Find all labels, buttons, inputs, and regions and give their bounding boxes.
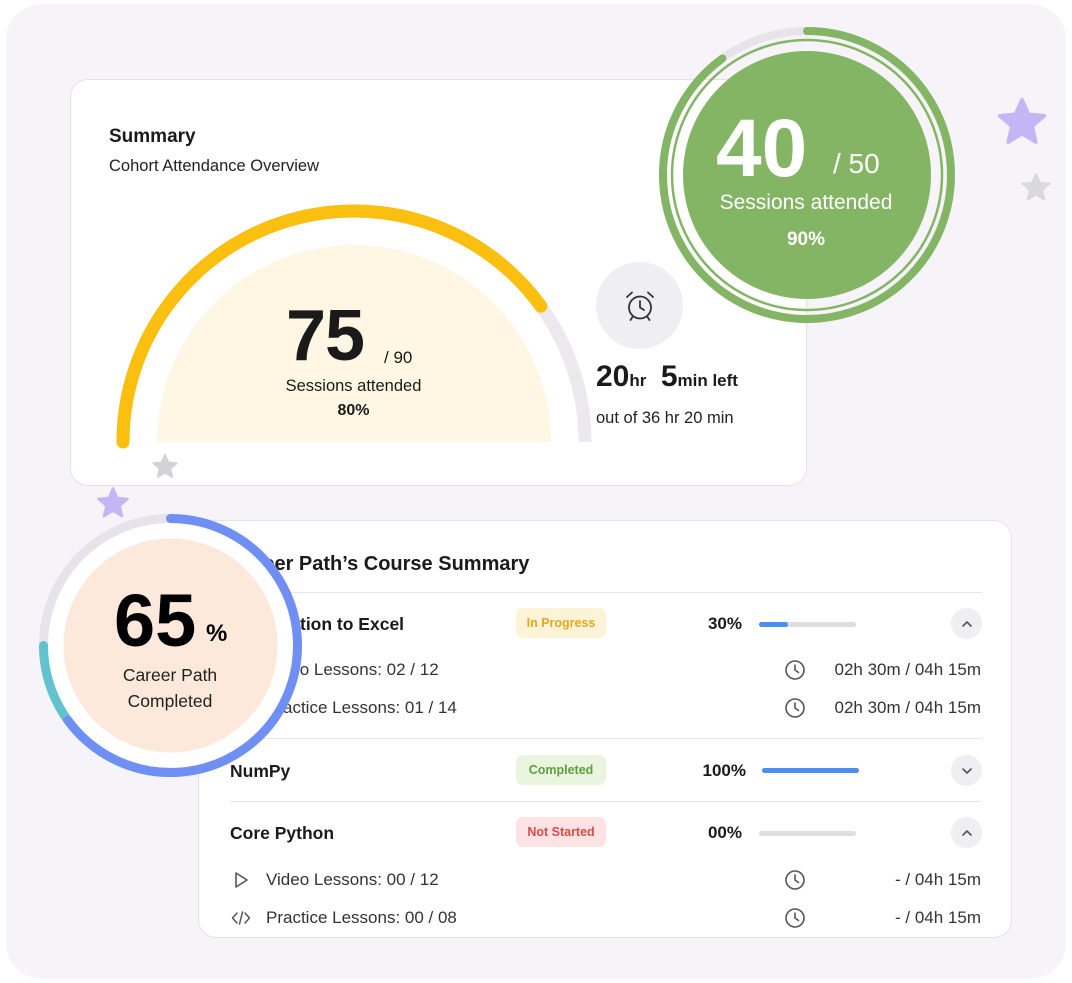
time-out-of: out of 36 hr 20 min <box>596 409 734 427</box>
career-path-label-line2: Completed <box>127 691 213 711</box>
clock-icon <box>785 698 805 718</box>
gauge-progress <box>116 204 548 449</box>
chevron-up-icon <box>961 620 972 627</box>
lesson-time: 02h 30m / 04h 15m <box>834 660 981 679</box>
progress-bar-fill <box>759 622 789 627</box>
badge-sessions-value: 40 <box>716 103 808 194</box>
career-badge-fill <box>63 538 278 753</box>
expand-button[interactable] <box>951 755 982 786</box>
clock-icon <box>785 660 805 680</box>
status-badge: Completed <box>516 755 606 785</box>
sessions-attended-value: 75 <box>286 296 365 376</box>
summary-subtitle: Cohort Attendance Overview <box>109 157 320 175</box>
lesson-time: - / 04h 15m <box>895 870 981 889</box>
divider <box>230 592 982 593</box>
time-minutes-unit: min left <box>677 371 738 390</box>
time-left: 20hr 5min left <box>596 360 748 394</box>
divider <box>230 801 982 802</box>
course-summary-title: Career Path’s Course Summary <box>230 553 530 575</box>
attendance-gauge <box>116 204 592 449</box>
course-percent: 00% <box>707 823 742 842</box>
gauge-inner-fill <box>157 245 551 442</box>
career-path-badge <box>39 514 302 777</box>
badge-sessions-label: Sessions attended <box>719 191 893 214</box>
alarm-clock-icon <box>625 291 654 321</box>
career-ring-progress <box>63 514 302 777</box>
course-summary-card: Career Path’s Course Summary Introductio… <box>198 520 1012 938</box>
alarm-clock-badge <box>596 262 683 349</box>
star-icon <box>152 453 178 478</box>
code-icon <box>230 907 252 929</box>
status-badge: In Progress <box>516 608 606 638</box>
clock-icon <box>785 908 805 928</box>
star-icon <box>97 487 129 518</box>
chevron-up-icon <box>961 829 972 836</box>
progress-bar-fill <box>762 768 859 773</box>
career-path-unit: % <box>206 620 228 647</box>
sessions-percent: 80% <box>337 402 370 419</box>
progress-bar <box>759 622 856 627</box>
career-path-label-line1: Career Path <box>122 665 218 685</box>
star-icon <box>1021 173 1051 201</box>
lesson-label: Video Lessons: 02 / 12 <box>266 660 439 679</box>
progress-bar <box>759 831 856 836</box>
badge-inner-ring <box>670 38 944 312</box>
lesson-label: Practice Lessons: 01 / 14 <box>266 698 457 717</box>
lesson-label: Practice Lessons: 00 / 08 <box>266 908 457 927</box>
lesson-row: Practice Lessons: 00 / 08 <box>230 907 457 929</box>
career-path-label: Career Path Completed <box>100 662 240 714</box>
sessions-attended-badge <box>659 27 955 323</box>
lesson-time: - / 04h 15m <box>895 908 981 927</box>
clock-icon <box>785 870 805 890</box>
play-icon <box>230 869 252 891</box>
progress-bar <box>762 768 859 773</box>
course-name: Core Python <box>230 823 335 843</box>
course-name: NumPy <box>230 761 291 781</box>
badge-fill <box>683 51 931 299</box>
career-path-value: 65 <box>114 579 197 662</box>
course-percent: 30% <box>707 614 742 633</box>
sessions-total: / 90 <box>384 348 413 367</box>
lesson-label: Video Lessons: 00 / 12 <box>266 870 439 889</box>
sessions-label: Sessions attended <box>285 377 422 395</box>
time-minutes: 5 <box>660 360 678 393</box>
lesson-row: Video Lessons: 00 / 12 <box>230 869 439 891</box>
badge-sessions-percent: 90% <box>786 229 826 250</box>
course-percent: 100% <box>702 761 746 780</box>
lesson-time: 02h 30m / 04h 15m <box>834 698 981 717</box>
badge-sessions-total: / 50 <box>833 148 880 179</box>
summary-title: Summary <box>109 126 196 147</box>
star-icon <box>997 97 1047 144</box>
divider <box>230 738 982 739</box>
time-hours: 20 <box>596 360 630 393</box>
badge-ring-progress <box>659 27 955 323</box>
collapse-button[interactable] <box>951 608 982 639</box>
collapse-button[interactable] <box>951 817 982 848</box>
time-hours-unit: hr <box>629 371 647 390</box>
status-badge: Not Started <box>516 817 606 847</box>
summary-card: Summary Cohort Attendance Overview 75 / … <box>70 79 807 486</box>
chevron-down-icon <box>961 767 972 774</box>
